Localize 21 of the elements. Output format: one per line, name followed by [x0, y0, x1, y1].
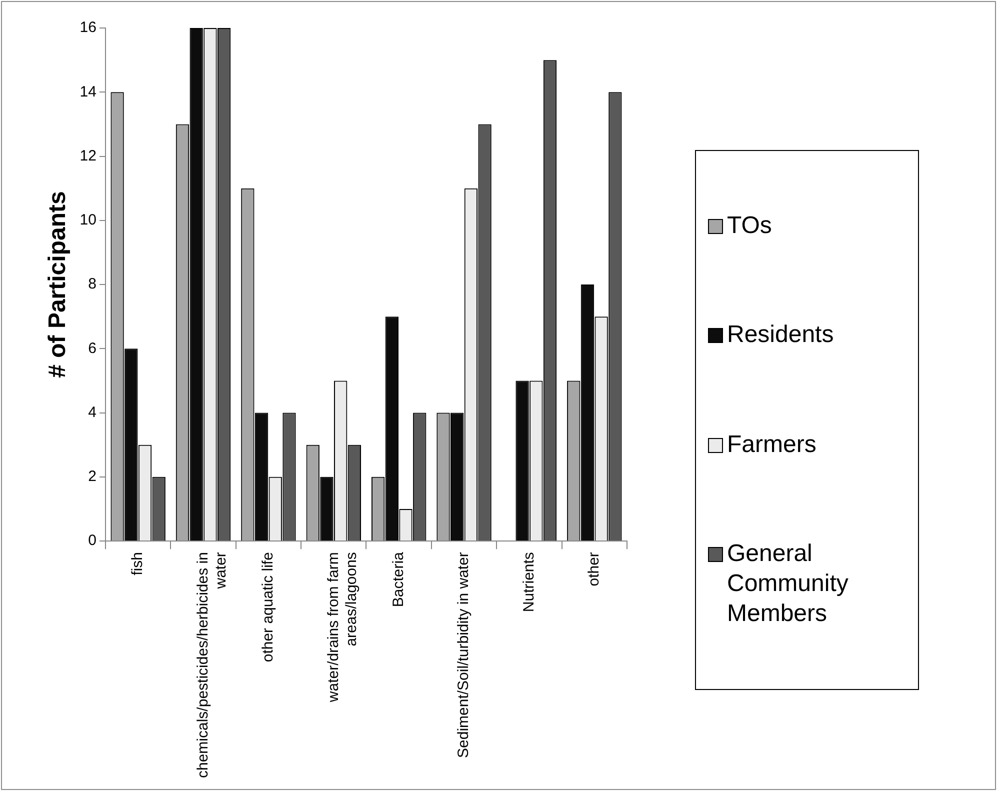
legend-label: TOs [727, 210, 772, 241]
x-tick-label: other [586, 552, 603, 586]
y-tick-label: 6 [88, 340, 96, 357]
y-tick-label: 4 [88, 404, 96, 421]
legend-label: Farmers [727, 430, 816, 460]
x-tick-label: Sediment/Soil/turbidity in water [455, 552, 472, 758]
y-tick-label: 12 [80, 147, 96, 164]
y-axis-title: # of Participants [44, 191, 72, 378]
legend-label: Residents [727, 320, 834, 350]
x-tick-label: Bacteria [390, 551, 407, 608]
y-tick-label: 16 [80, 19, 96, 36]
y-tick-label: 8 [88, 276, 96, 293]
x-tick-label: other aquatic life [260, 552, 277, 662]
x-tick-label: fish [129, 552, 146, 576]
x-tick-label: Nutrients [520, 552, 538, 612]
y-tick-label: 2 [88, 468, 96, 486]
x-tick-label: chemicals/pesticides/herbicides in water [194, 552, 230, 778]
y-tick-label: 14 [80, 83, 96, 100]
y-tick-label: 10 [80, 212, 96, 229]
legend-label: General Community Members [727, 539, 850, 630]
y-tick-label: 0 [88, 532, 96, 550]
